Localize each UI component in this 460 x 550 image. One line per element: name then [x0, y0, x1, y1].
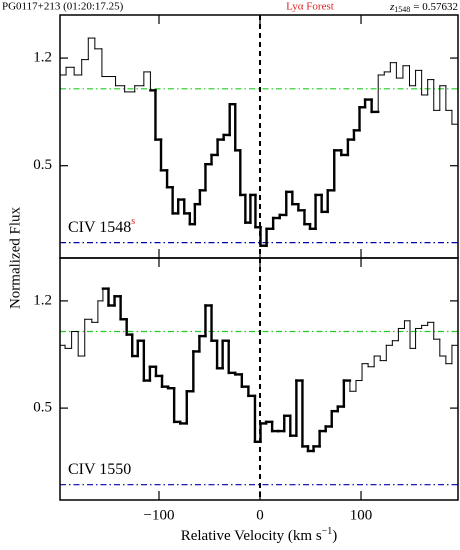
y-tick-label: 0.5: [33, 400, 52, 416]
y-tick-label: 1.2: [33, 50, 52, 66]
x-axis-label: Relative Velocity (km s−1): [181, 526, 338, 544]
x-tick-label: −100: [144, 507, 175, 523]
redshift-symbol: z: [389, 1, 395, 13]
x-tick-label: 0: [256, 507, 264, 523]
x-axis-label-close: ): [332, 528, 337, 544]
panel-label-flag: s: [131, 216, 135, 227]
region-label: Lyα Forest: [286, 1, 334, 13]
redshift-subscript: 1548: [394, 5, 410, 14]
plot-area: [60, 258, 458, 500]
object-name: PG0117+213 (01:20:17.25): [2, 1, 124, 13]
panel-frame: [59, 257, 459, 501]
y-axis-label: Normalized Flux: [7, 206, 23, 309]
redshift-label: z1548 = 0.57632: [389, 1, 458, 14]
panel-label-text: CIV 1548: [68, 219, 131, 236]
panel-label-text: CIV 1550: [68, 461, 131, 478]
redshift-value: = 0.57632: [413, 1, 458, 13]
x-axis-label-exponent: −1: [322, 526, 333, 537]
x-axis-label-text: Relative Velocity (km s: [181, 528, 322, 544]
x-tick-label: 100: [350, 507, 373, 523]
panel-label: CIV 1550: [68, 461, 131, 478]
panel-label: CIV 1548s: [68, 216, 135, 235]
y-tick-label: 1.2: [33, 292, 52, 308]
y-tick-label: 0.5: [33, 157, 52, 173]
plot-area: [60, 15, 458, 258]
